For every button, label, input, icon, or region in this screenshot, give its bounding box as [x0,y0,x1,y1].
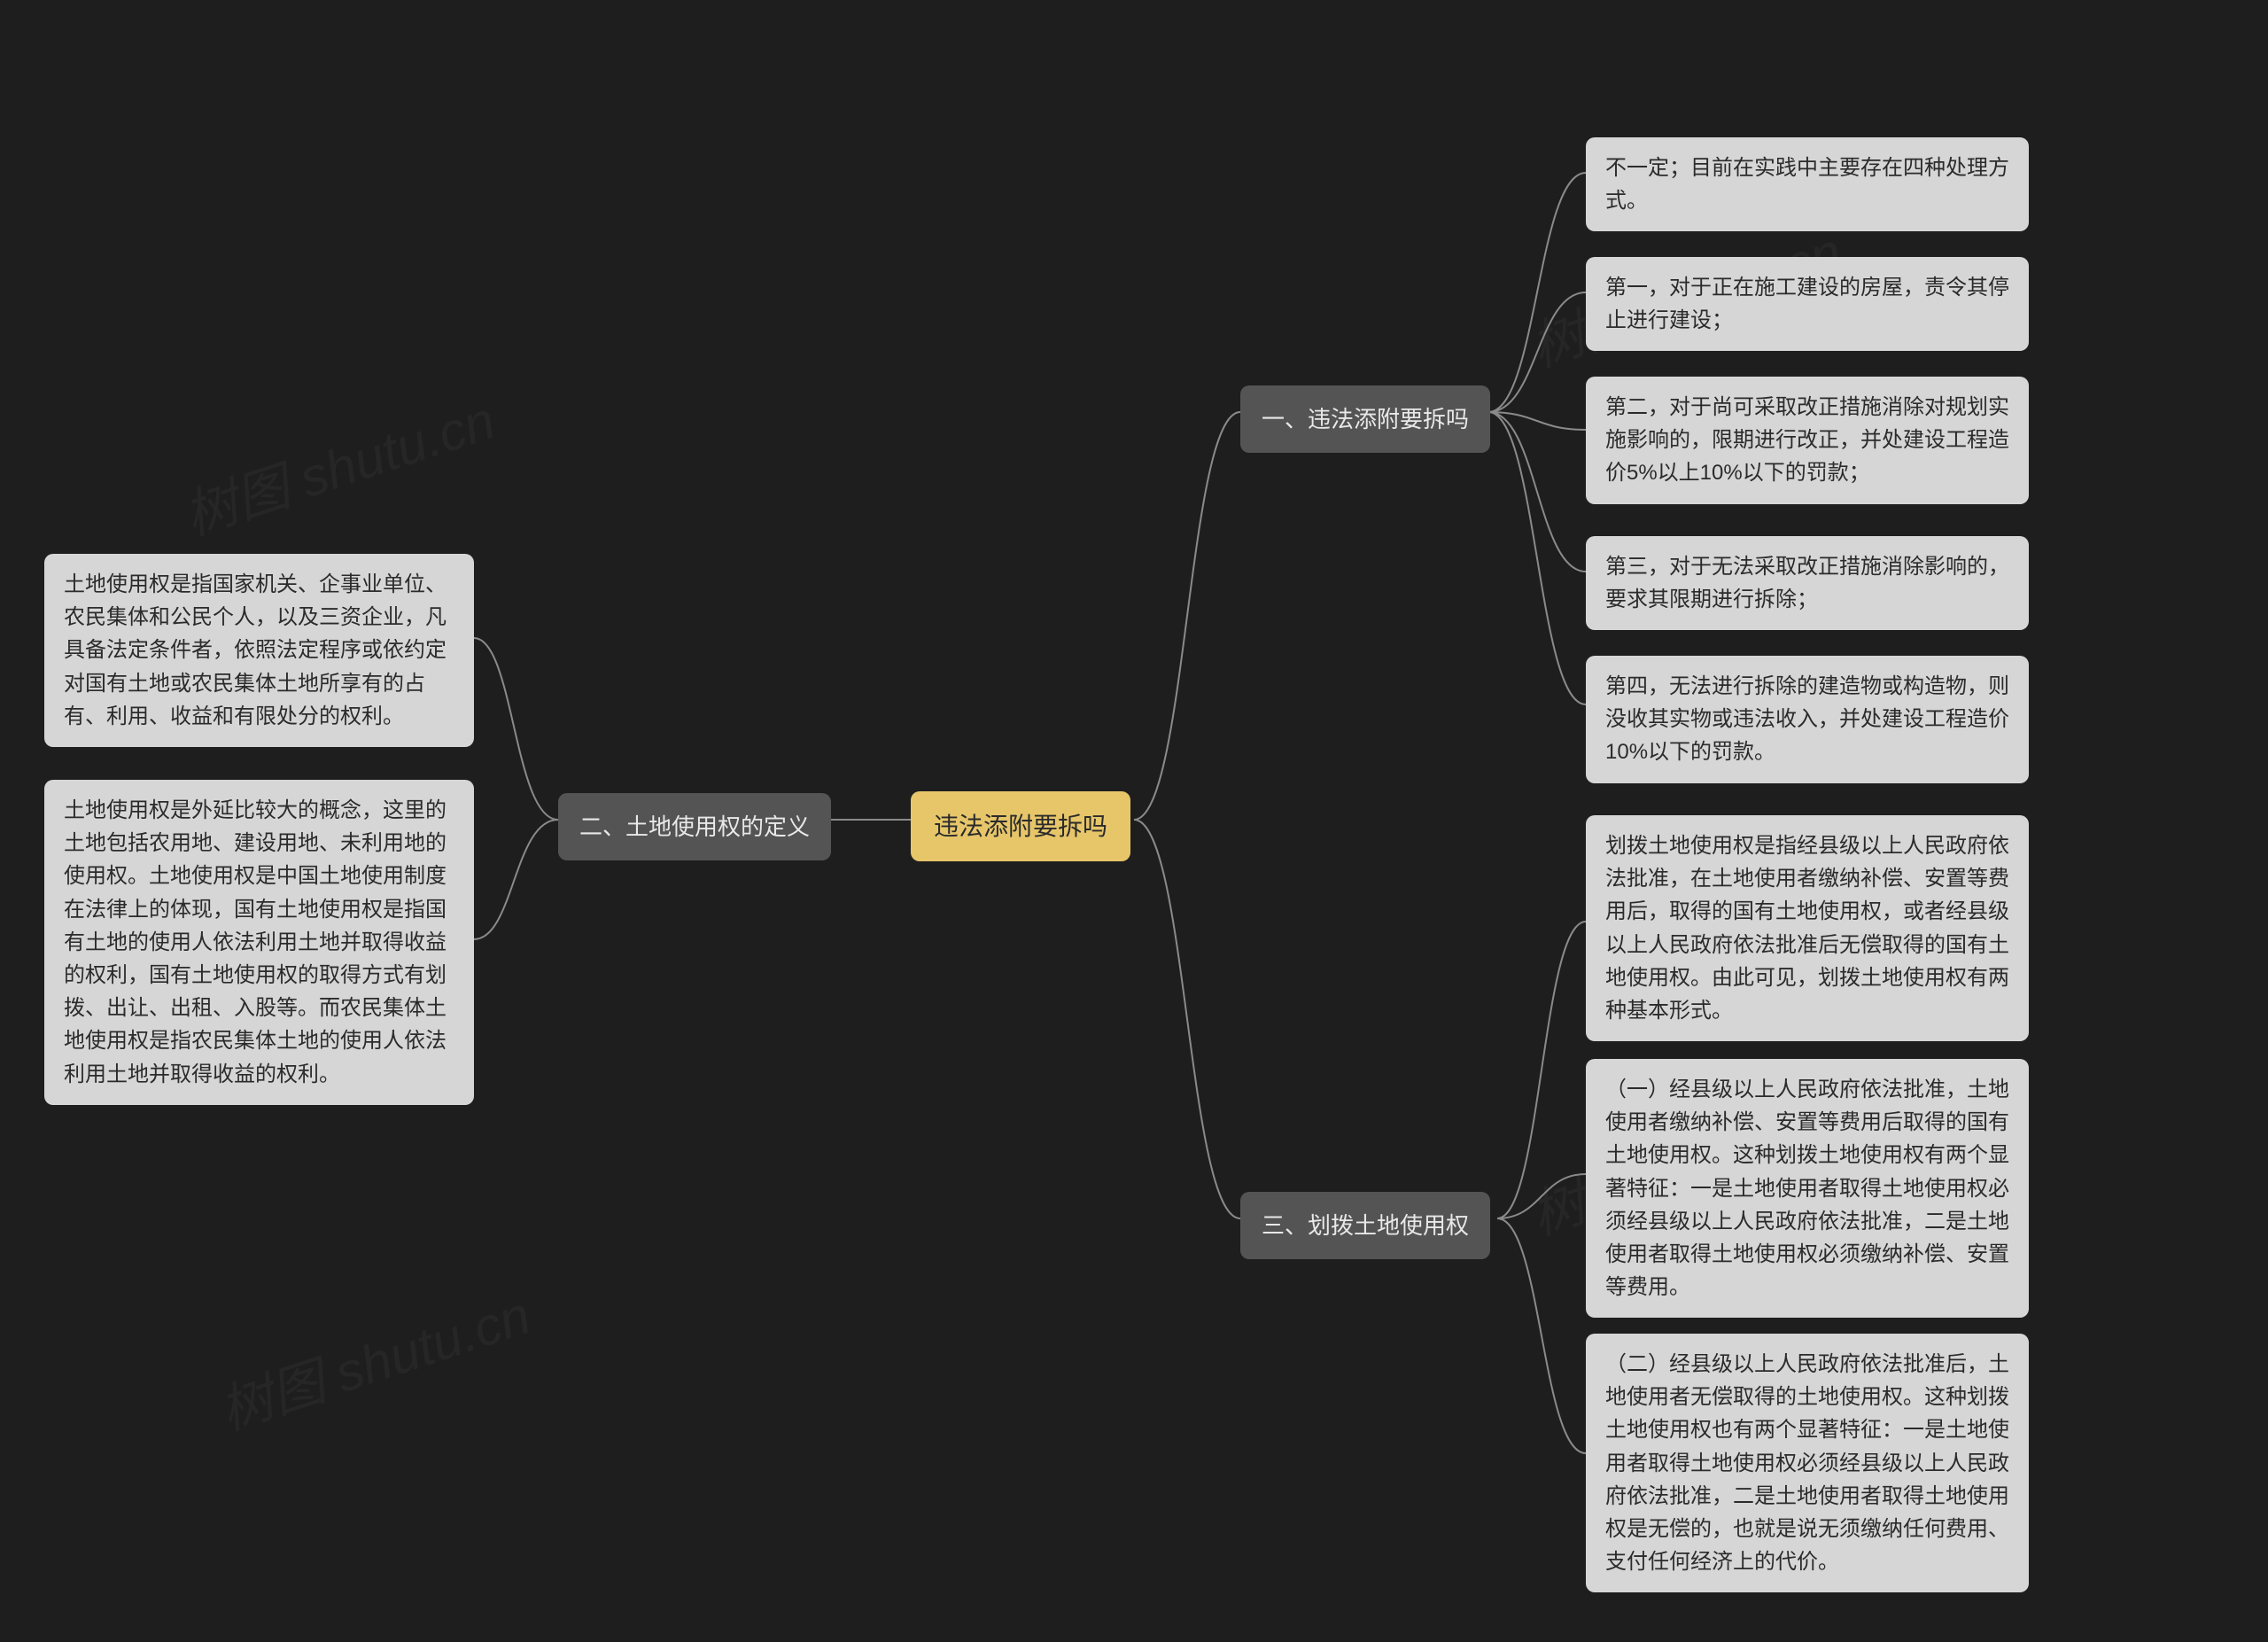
branch-3[interactable]: 三、划拨土地使用权 [1240,1192,1490,1259]
leaf-b3-3[interactable]: （二）经县级以上人民政府依法批准后，土地使用者无偿取得的土地使用权。这种划拨土地… [1586,1334,2029,1592]
leaf-b3-2[interactable]: （一）经县级以上人民政府依法批准，土地使用者缴纳补偿、安置等费用后取得的国有土地… [1586,1059,2029,1318]
leaf-b2-2[interactable]: 土地使用权是外延比较大的概念，这里的土地包括农用地、建设用地、未利用地的使用权。… [44,780,474,1105]
branch-2[interactable]: 二、土地使用权的定义 [558,793,831,860]
watermark: 树图 shutu.cn [208,1272,539,1445]
root-node[interactable]: 违法添附要拆吗 [911,791,1130,861]
leaf-b2-1[interactable]: 土地使用权是指国家机关、企事业单位、农民集体和公民个人，以及三资企业，凡具备法定… [44,554,474,747]
leaf-b1-1[interactable]: 不一定；目前在实践中主要存在四种处理方式。 [1586,137,2029,231]
branch-1[interactable]: 一、违法添附要拆吗 [1240,385,1490,453]
leaf-b1-4[interactable]: 第三，对于无法采取改正措施消除影响的，要求其限期进行拆除； [1586,536,2029,630]
watermark: 树图 shutu.cn [173,377,503,550]
leaf-b1-5[interactable]: 第四，无法进行拆除的建造物或构造物，则没收其实物或违法收入，并处建设工程造价10… [1586,656,2029,783]
leaf-b1-2[interactable]: 第一，对于正在施工建设的房屋，责令其停止进行建设； [1586,257,2029,351]
leaf-b1-3[interactable]: 第二，对于尚可采取改正措施消除对规划实施影响的，限期进行改正，并处建设工程造价5… [1586,377,2029,504]
leaf-b3-1[interactable]: 划拨土地使用权是指经县级以上人民政府依法批准，在土地使用者缴纳补偿、安置等费用后… [1586,815,2029,1041]
